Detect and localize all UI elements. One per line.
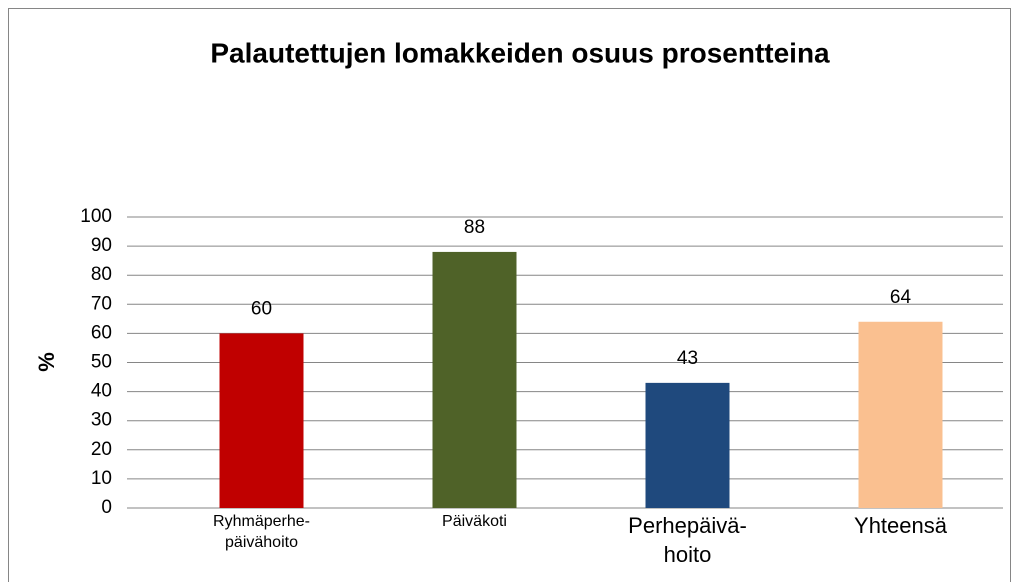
x-tick-label: Ryhmäperhe- päivähoito (213, 513, 310, 551)
y-tick-label: 90 (91, 235, 112, 256)
x-tick-label: Yhteensä (854, 513, 947, 538)
x-tick-label: Päiväkoti (442, 513, 507, 530)
y-tick-label: 80 (91, 264, 112, 285)
value-label: 64 (890, 287, 912, 308)
bar (858, 321, 943, 508)
bar (645, 382, 730, 508)
value-label: 88 (464, 217, 485, 238)
y-tick-label: 20 (91, 439, 112, 460)
y-tick-label: 60 (91, 322, 112, 343)
y-tick-label: 40 (91, 381, 112, 402)
y-tick-label: 0 (101, 497, 112, 518)
bar (219, 333, 304, 508)
y-tick-label: 100 (80, 206, 112, 227)
bar (432, 251, 517, 509)
y-tick-label: 70 (91, 293, 112, 314)
x-tick-label: Perhepäivä- hoito (628, 513, 747, 567)
value-label: 43 (677, 348, 698, 369)
y-axis-label: % (34, 352, 59, 372)
chart-title: Palautettujen lomakkeiden osuus prosentt… (210, 37, 830, 68)
value-label: 60 (251, 298, 272, 319)
y-tick-label: 50 (91, 352, 112, 373)
y-tick-label: 30 (91, 410, 112, 431)
y-tick-label: 10 (91, 468, 112, 489)
